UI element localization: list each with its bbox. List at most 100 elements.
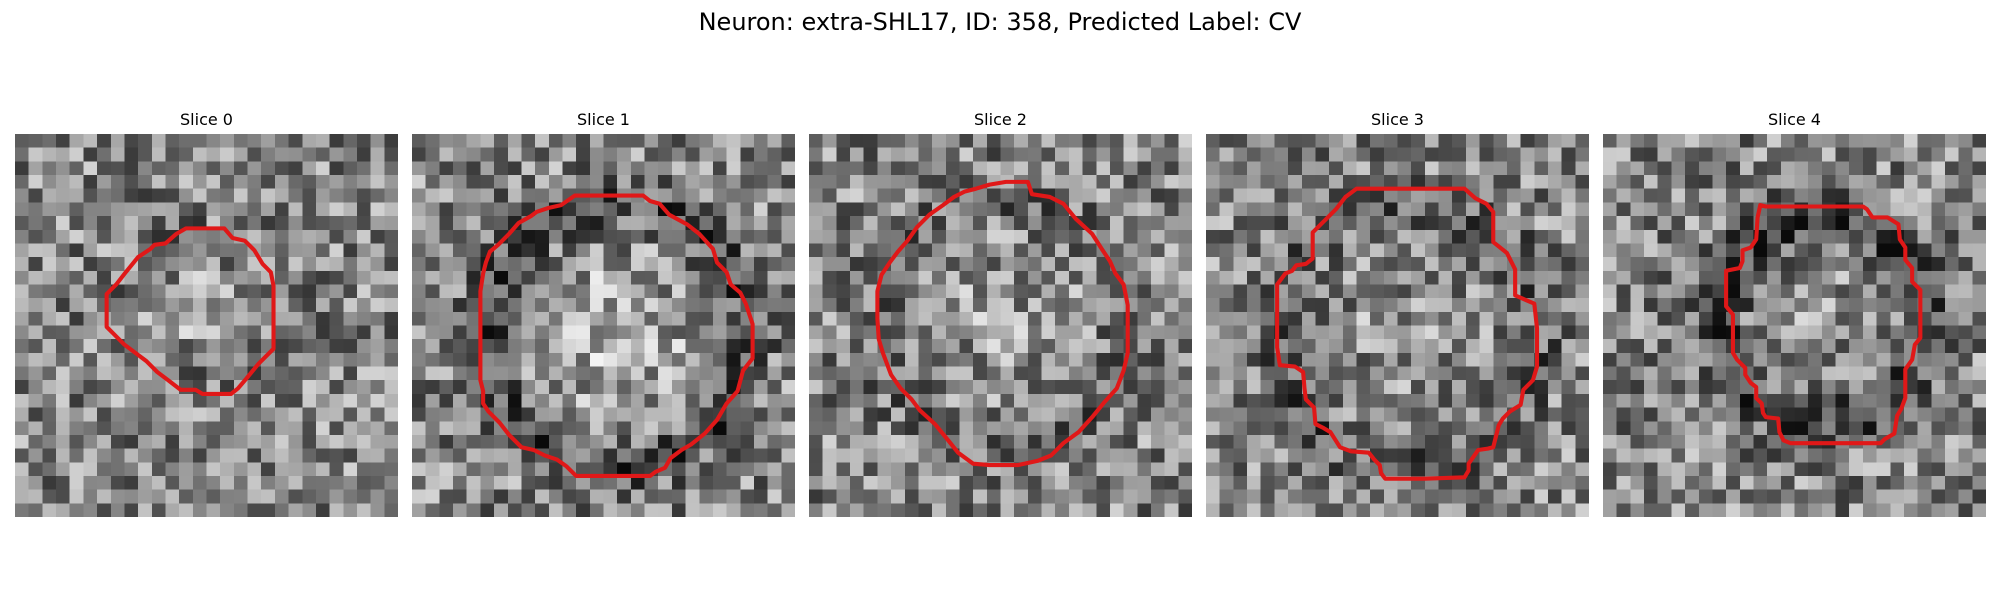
image-pixel <box>1288 503 1303 517</box>
image-pixel <box>863 243 878 258</box>
image-pixel <box>15 352 29 367</box>
image-pixel <box>904 298 919 313</box>
image-pixel <box>1041 243 1056 258</box>
image-pixel <box>1206 311 1220 326</box>
image-pixel <box>945 270 960 285</box>
image-pixel <box>945 311 960 326</box>
image-pixel <box>1000 352 1015 367</box>
image-pixel <box>69 147 84 162</box>
image-pixel <box>1958 407 1973 422</box>
image-pixel <box>1876 202 1891 217</box>
image-pixel <box>28 380 43 395</box>
image-pixel <box>1561 339 1576 354</box>
image-pixel <box>753 243 768 258</box>
image-pixel <box>603 407 618 422</box>
image-pixel <box>685 407 700 422</box>
image-pixel <box>192 421 207 436</box>
image-pixel <box>1465 243 1480 258</box>
image-pixel <box>1903 298 1918 313</box>
image-pixel <box>233 407 248 422</box>
image-pixel <box>42 270 57 285</box>
image-pixel <box>124 243 139 258</box>
image-pixel <box>1944 339 1959 354</box>
image-pixel <box>658 434 673 449</box>
image-pixel <box>329 284 344 299</box>
grayscale-pixel-grid <box>1206 134 1589 517</box>
image-pixel <box>56 161 70 176</box>
image-pixel <box>1561 147 1576 162</box>
image-pixel <box>822 202 837 217</box>
image-pixel <box>1055 216 1070 231</box>
image-pixel <box>1397 503 1412 517</box>
image-pixel <box>206 147 221 162</box>
image-pixel <box>753 393 768 408</box>
image-pixel <box>466 393 481 408</box>
image-pixel <box>630 298 645 313</box>
image-pixel <box>753 448 768 463</box>
image-pixel <box>1493 188 1508 203</box>
image-pixel <box>1644 462 1658 477</box>
image-pixel <box>945 503 960 517</box>
image-pixel <box>1603 380 1617 395</box>
image-pixel <box>1383 175 1398 189</box>
image-pixel <box>1055 462 1070 477</box>
image-pixel <box>658 339 673 354</box>
image-pixel <box>1479 147 1494 162</box>
image-pixel <box>891 270 906 285</box>
image-pixel <box>1794 448 1809 463</box>
image-pixel <box>1397 284 1412 299</box>
image-pixel <box>329 134 344 148</box>
image-pixel <box>753 421 768 436</box>
image-pixel <box>425 161 440 176</box>
image-pixel <box>1644 489 1658 504</box>
image-pixel <box>97 339 112 354</box>
image-pixel <box>384 325 398 340</box>
image-pixel <box>1438 202 1453 217</box>
image-pixel <box>412 229 426 244</box>
image-pixel <box>1739 462 1754 477</box>
image-pixel <box>932 284 947 299</box>
image-pixel <box>1644 503 1658 517</box>
image-pixel <box>630 503 645 517</box>
image-pixel <box>1383 229 1398 244</box>
image-pixel <box>877 380 892 395</box>
image-pixel <box>1356 270 1371 285</box>
image-pixel <box>1068 352 1083 367</box>
image-pixel <box>671 243 686 258</box>
image-pixel <box>904 188 919 203</box>
image-pixel <box>1109 407 1124 422</box>
image-pixel <box>1534 188 1549 203</box>
image-pixel <box>1671 434 1686 449</box>
image-pixel <box>904 380 919 395</box>
image-pixel <box>494 202 509 217</box>
image-pixel <box>1247 216 1261 231</box>
image-pixel <box>1958 489 1973 504</box>
image-pixel <box>315 448 330 463</box>
image-pixel <box>110 434 125 449</box>
image-pixel <box>767 339 782 354</box>
image-pixel <box>589 134 604 148</box>
image-pixel <box>603 352 618 367</box>
image-pixel <box>1288 434 1303 449</box>
image-pixel <box>1561 188 1576 203</box>
image-pixel <box>863 311 878 326</box>
image-pixel <box>42 216 57 231</box>
image-pixel <box>507 421 522 436</box>
image-pixel <box>1944 298 1959 313</box>
image-pixel <box>1944 216 1959 231</box>
image-pixel <box>302 147 317 162</box>
image-pixel <box>1862 175 1877 189</box>
image-pixel <box>822 134 837 148</box>
image-pixel <box>740 270 755 285</box>
image-pixel <box>1342 175 1357 189</box>
image-pixel <box>1096 339 1111 354</box>
image-pixel <box>412 298 426 313</box>
image-pixel <box>1876 325 1891 340</box>
image-pixel <box>1972 421 1986 436</box>
image-pixel <box>1315 366 1330 381</box>
image-pixel <box>1547 475 1562 490</box>
image-pixel <box>110 188 125 203</box>
image-pixel <box>932 257 947 272</box>
image-pixel <box>1137 489 1152 504</box>
image-pixel <box>1958 284 1973 299</box>
